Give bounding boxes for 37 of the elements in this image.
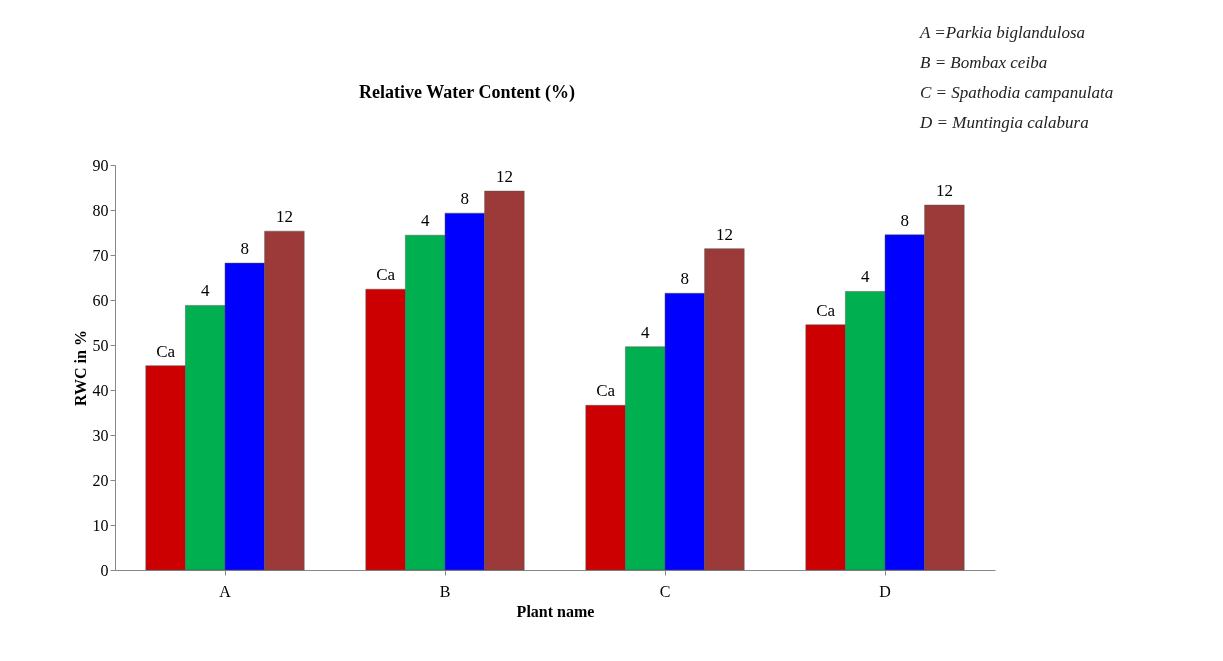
text: 12 [715, 224, 733, 244]
series-label: 12 [275, 207, 293, 227]
y-tick-label: 0 [100, 561, 109, 579]
y-tick-label: 20 [92, 471, 109, 489]
x-tick-label: C [659, 582, 671, 600]
y-tick-label: 80 [92, 201, 109, 219]
y-tick-label: 70 [92, 246, 109, 264]
x-tick-label: A [219, 582, 232, 600]
text: 4 [860, 267, 870, 287]
series-label: 8 [240, 239, 250, 259]
y-tick-label: 30 [92, 426, 109, 444]
text: Ca [376, 265, 396, 285]
text: 8 [680, 269, 690, 289]
chart-title: Relative Water Content (%) [359, 82, 575, 103]
text: A =Parkia biglandulosa [919, 23, 1086, 42]
y-tick-label: 10 [92, 516, 109, 534]
text: 4 [420, 211, 430, 231]
text: D = Muntingia calabura [919, 113, 1089, 132]
text: Ca [596, 381, 616, 401]
x-axis-title: Plant name [516, 602, 595, 620]
text: C = Spathodia campanulata [920, 83, 1114, 102]
x-tick-label: D [879, 582, 891, 600]
text: B = Bombax ceiba [920, 53, 1048, 72]
text: 8 [460, 189, 470, 209]
x-tick-label: B [439, 582, 451, 600]
y-tick-label: 50 [92, 336, 109, 354]
series-label: Ca [156, 341, 176, 361]
y-tick-label: 40 [92, 381, 109, 399]
series-label: 4 [200, 281, 210, 301]
y-tick-label: 90 [92, 156, 109, 174]
y-tick-label: 60 [92, 291, 109, 309]
text: Ca [816, 300, 836, 320]
y-axis-title: RWC in % [71, 330, 89, 406]
text: 12 [495, 167, 513, 187]
text: 4 [640, 322, 650, 342]
text: 8 [900, 210, 910, 230]
text: 12 [935, 181, 953, 201]
